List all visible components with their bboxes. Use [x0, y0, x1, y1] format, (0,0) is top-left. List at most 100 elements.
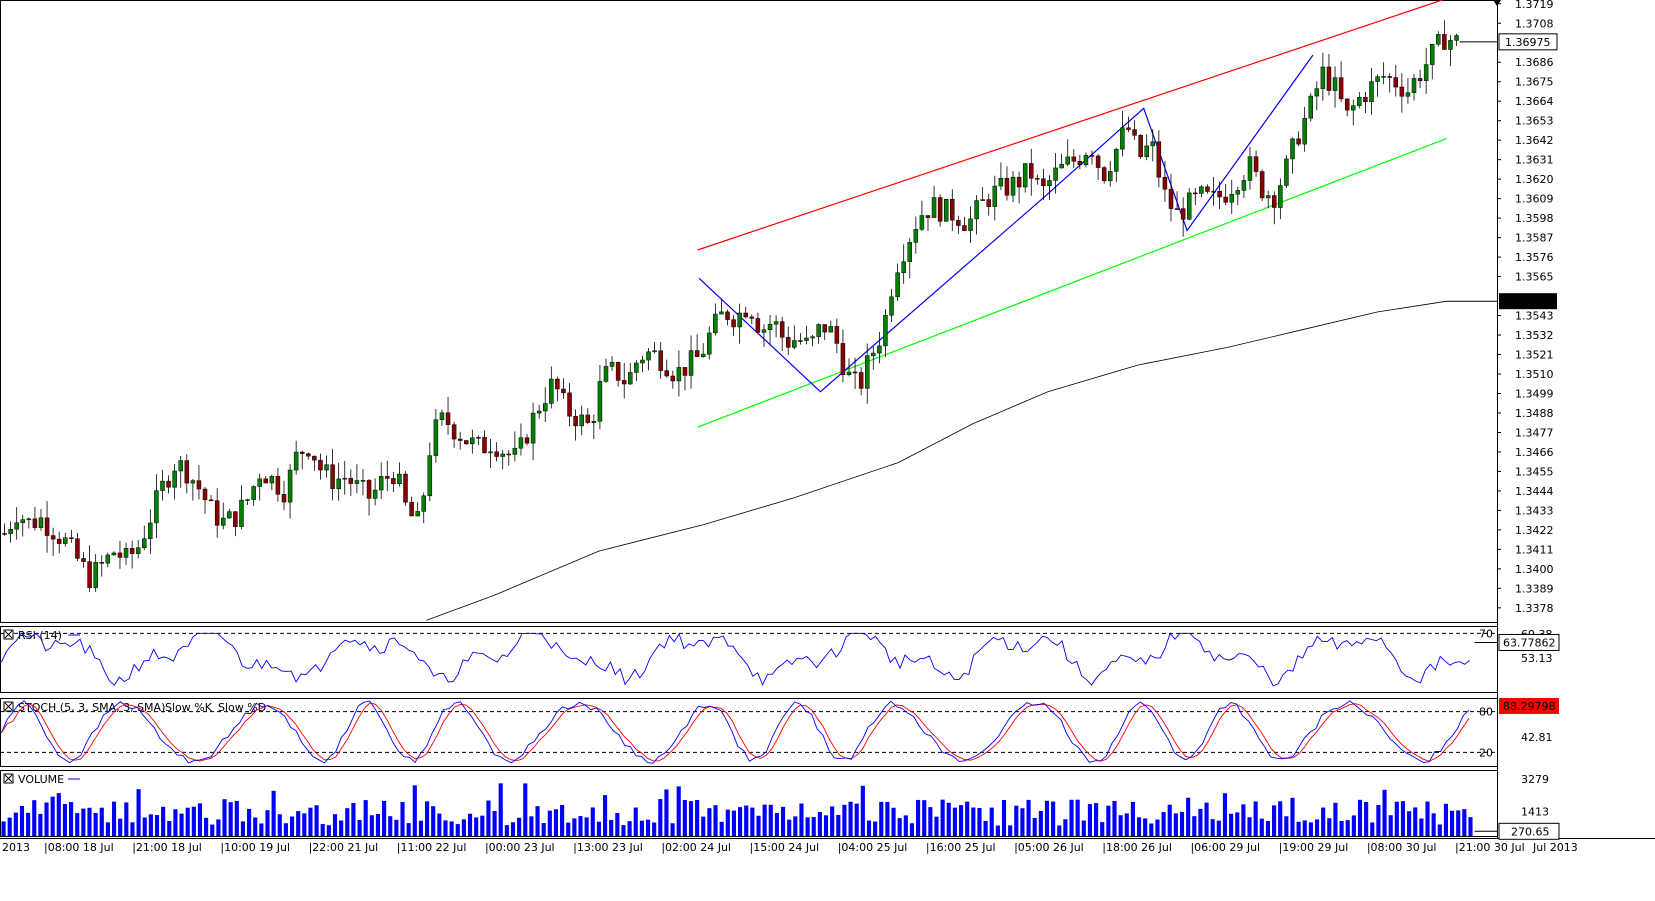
candle-down — [451, 424, 457, 440]
volume-bar — [639, 820, 644, 836]
x-tick-label: |19:00 29 Jul — [1279, 841, 1349, 854]
candle-up — [846, 371, 852, 375]
volume-bar — [148, 814, 153, 836]
volume-bar — [848, 801, 853, 836]
volume-bar — [1100, 822, 1105, 836]
candle-up — [220, 517, 226, 526]
volume-bar — [658, 799, 663, 836]
candle-down — [1338, 77, 1344, 100]
volume-bar — [1112, 800, 1117, 836]
volume-bar — [811, 817, 816, 836]
rsi-tick-label: 53.13 — [1521, 652, 1553, 665]
candle-up — [500, 453, 505, 457]
volume-bar — [916, 799, 921, 836]
candle-down — [2, 533, 7, 535]
volume-bar — [1087, 804, 1093, 836]
volume-bar — [394, 819, 399, 836]
candle-up — [767, 323, 773, 331]
volume-bar — [1081, 820, 1086, 836]
candle-up — [810, 336, 815, 339]
volume-bar — [879, 801, 884, 836]
candle-up — [628, 372, 633, 385]
volume-bar — [1149, 823, 1154, 836]
volume-bar — [240, 821, 246, 836]
candle-up — [360, 480, 366, 482]
volume-bar — [1020, 808, 1025, 836]
candle-down — [409, 501, 414, 517]
price-tick-label: 1.3477 — [1515, 426, 1554, 439]
volume-bar — [756, 815, 761, 836]
volume-bar — [1413, 807, 1418, 836]
volume-bar — [510, 822, 516, 836]
volume-bar — [701, 816, 706, 836]
volume-bar — [596, 821, 601, 836]
volume-bar — [1124, 813, 1129, 836]
volume-bar — [1222, 793, 1228, 836]
candle-up — [1302, 117, 1307, 145]
candle-up — [397, 473, 402, 484]
x-tick-label: |21:00 30 Jul — [1455, 841, 1525, 854]
x-tick-label: |15:00 24 Jul — [750, 841, 820, 854]
candle-up — [227, 511, 232, 519]
candle-up — [1320, 66, 1326, 89]
candle-down — [1095, 155, 1101, 168]
volume-bar — [1118, 815, 1123, 836]
candle-up — [913, 229, 919, 243]
stoch-k-line — [1, 700, 1470, 764]
candle-down — [956, 219, 961, 226]
candle-up — [38, 517, 44, 528]
candle-up — [1405, 92, 1411, 97]
candle-down — [786, 337, 791, 348]
volume-bar — [1063, 819, 1068, 836]
volume-bar — [1253, 801, 1258, 836]
volume-bar — [69, 802, 74, 836]
panel-close-icon — [4, 702, 13, 711]
price-frame — [0, 0, 1498, 623]
volume-bar — [707, 808, 712, 836]
price-tick-label: 1.3433 — [1515, 504, 1554, 517]
candle-down — [318, 459, 323, 471]
candle-down — [950, 199, 955, 221]
candle-down — [1004, 177, 1010, 196]
candle-down — [196, 480, 202, 490]
candle-down — [822, 324, 827, 333]
volume-bar — [234, 800, 239, 836]
volume-bar — [412, 785, 417, 836]
candle-up — [652, 350, 657, 353]
volume-bar — [1167, 804, 1172, 836]
price-tick-label: 1.3532 — [1515, 329, 1554, 342]
volume-current-box — [1498, 822, 1560, 840]
candle-down — [1387, 76, 1392, 78]
candle-up — [719, 311, 724, 315]
candle-up — [1059, 163, 1064, 169]
candle-down — [1205, 186, 1210, 192]
volume-bar — [1075, 799, 1080, 836]
volume-bar — [965, 801, 970, 836]
volume-bar — [903, 815, 908, 836]
candle-up — [1351, 105, 1356, 111]
candle-up — [1290, 138, 1295, 160]
ma-value-box — [1499, 293, 1557, 310]
candle-up — [549, 378, 554, 404]
candle-up — [372, 489, 378, 499]
candle-up — [512, 447, 518, 455]
volume-bar — [1235, 812, 1240, 836]
candle-down — [1272, 195, 1277, 208]
volume-bar — [780, 806, 786, 836]
candle-down — [1162, 176, 1168, 190]
candle-down — [1168, 188, 1174, 209]
volume-bar — [909, 823, 915, 836]
volume-bar — [406, 823, 411, 836]
price-tick-label: 1.3620 — [1515, 173, 1554, 186]
volume-bar — [191, 806, 196, 836]
candle-up — [1010, 176, 1016, 196]
volume-bar — [1026, 799, 1031, 836]
volume-bar — [1229, 813, 1234, 836]
x-axis: 2013 |08:00 18 Jul |21:00 18 Jul |10:00 19 … — [2, 841, 1578, 854]
volume-bar — [136, 789, 141, 836]
volume-bar — [154, 815, 160, 836]
volume-bar — [1468, 817, 1473, 836]
candle-up — [877, 345, 882, 354]
volume-bar — [615, 813, 620, 836]
